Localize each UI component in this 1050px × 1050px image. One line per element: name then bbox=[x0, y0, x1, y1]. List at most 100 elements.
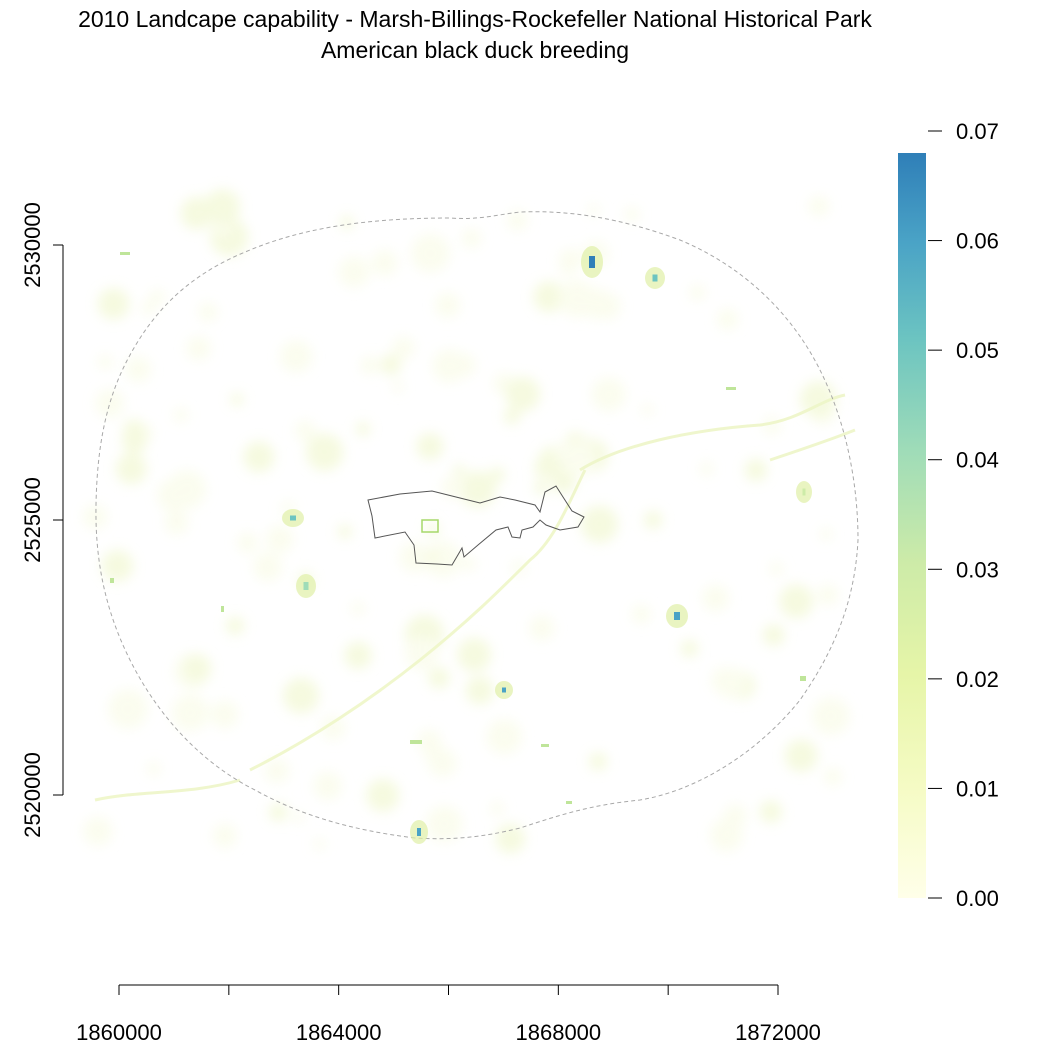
raster-blotch bbox=[779, 584, 814, 619]
raster-blotch bbox=[486, 718, 523, 755]
raster-blotch bbox=[812, 697, 851, 736]
legend-tick-label: 0.04 bbox=[956, 448, 999, 473]
y-tick-label: 2525000 bbox=[20, 477, 45, 563]
legend-tick-label: 0.00 bbox=[956, 886, 999, 911]
raster-blotch bbox=[180, 196, 214, 230]
legend-tick-label: 0.01 bbox=[956, 776, 999, 801]
raster-blotch bbox=[173, 407, 189, 423]
raster-blotch bbox=[141, 301, 157, 316]
raster-blotch bbox=[237, 532, 258, 554]
raster-blotch bbox=[380, 354, 402, 376]
raster-blotch bbox=[744, 458, 768, 482]
raster-blotch bbox=[424, 540, 462, 578]
raster-blotch bbox=[459, 470, 497, 508]
raster-blotch bbox=[558, 279, 596, 318]
raster-blotch bbox=[292, 811, 305, 824]
raster-blotch bbox=[410, 233, 451, 273]
hotspot-center bbox=[802, 488, 806, 496]
raster-blotch bbox=[350, 601, 366, 616]
raster-blotch bbox=[108, 689, 148, 729]
raster-blotch bbox=[338, 256, 370, 288]
raster-blotch bbox=[340, 215, 354, 230]
raster-blotch bbox=[198, 302, 218, 322]
hotspot-north-1 bbox=[589, 256, 595, 268]
legend: 0.00 0.01 0.02 0.03 0.04 0.05 0.06 0.07 bbox=[898, 119, 999, 911]
x-axis: 1860000 1864000 1868000 1872000 bbox=[76, 984, 821, 1045]
raster-blotch bbox=[355, 421, 371, 437]
hotspot-east-1 bbox=[674, 612, 680, 620]
capability-raster bbox=[82, 189, 851, 854]
raster-blotch bbox=[588, 752, 608, 771]
raster-blotch bbox=[157, 478, 191, 512]
legend-ticks: 0.00 0.01 0.02 0.03 0.04 0.05 0.06 0.07 bbox=[928, 119, 999, 911]
hotspot-south-1 bbox=[502, 687, 506, 693]
raster-blotch bbox=[182, 654, 212, 683]
raster-blotch bbox=[432, 348, 467, 383]
raster-blotch bbox=[823, 767, 842, 787]
legend-tick-label: 0.05 bbox=[956, 338, 999, 363]
x-tick-label: 1864000 bbox=[296, 1020, 382, 1045]
raster-blotch bbox=[230, 393, 244, 406]
raster-blotch bbox=[366, 778, 400, 812]
raster-blotch bbox=[465, 676, 495, 705]
raster-blotch bbox=[391, 380, 404, 393]
raster-blotch bbox=[392, 336, 415, 360]
raster-blotch bbox=[559, 261, 575, 276]
map-subtitle: American black duck breeding bbox=[320, 37, 630, 63]
y-axis: 2520000 2525000 2530000 bbox=[20, 202, 64, 838]
raster-blotch bbox=[689, 284, 706, 301]
raster-blotch bbox=[171, 694, 209, 732]
raster-blotch bbox=[507, 209, 529, 231]
raster-blotch bbox=[631, 604, 652, 624]
hotspot-north-2 bbox=[652, 274, 658, 282]
raster-blotch bbox=[769, 561, 784, 576]
raster-blotch bbox=[282, 677, 320, 714]
raster-blotch bbox=[533, 281, 565, 313]
raster-blotch bbox=[426, 550, 439, 563]
raster-blotch bbox=[503, 408, 521, 425]
park-pond bbox=[421, 519, 439, 533]
raster-blotch bbox=[461, 556, 477, 572]
raster-blotch bbox=[808, 195, 830, 217]
raster-blotch bbox=[164, 510, 189, 535]
raster-blotch bbox=[320, 715, 346, 741]
raster-blotch bbox=[461, 228, 482, 249]
raster-blotch bbox=[146, 761, 161, 777]
raster-blotch bbox=[306, 433, 344, 471]
raster-blotch bbox=[457, 637, 492, 672]
wetland-patch bbox=[726, 387, 736, 390]
raster-blotch bbox=[294, 420, 316, 442]
raster-blotch bbox=[210, 700, 239, 729]
map-title: 2010 Landcape capability - Marsh-Billing… bbox=[78, 6, 872, 32]
raster-blotch bbox=[453, 464, 466, 477]
raster-blotch bbox=[489, 467, 506, 483]
stream-network bbox=[94, 393, 856, 802]
raster-blotch bbox=[699, 461, 714, 476]
wetland-patch bbox=[800, 676, 806, 681]
raster-blotch bbox=[101, 549, 134, 582]
raster-blotch bbox=[551, 468, 577, 494]
raster-blotch bbox=[534, 480, 549, 495]
x-tick-label: 1868000 bbox=[516, 1020, 602, 1045]
raster-blotch bbox=[716, 308, 739, 330]
raster-blotch bbox=[817, 584, 839, 606]
x-tick-label: 1872000 bbox=[735, 1020, 821, 1045]
raster-blotch bbox=[591, 377, 626, 412]
raster-blotch bbox=[715, 667, 748, 699]
x-tick-label: 1860000 bbox=[76, 1020, 162, 1045]
wetland-patch bbox=[221, 606, 224, 612]
raster-blotch bbox=[399, 541, 430, 573]
raster-blotch bbox=[428, 667, 450, 689]
raster-blotch bbox=[186, 335, 211, 361]
raster-blotch bbox=[434, 292, 461, 318]
raster-blotch bbox=[279, 340, 313, 373]
wetland-patch bbox=[410, 740, 422, 744]
raster-blotch bbox=[82, 504, 108, 530]
raster-blotch bbox=[425, 805, 463, 843]
raster-blotch bbox=[490, 801, 505, 816]
raster-blotch bbox=[580, 505, 619, 543]
raster-blotch bbox=[83, 816, 113, 846]
raster-blotch bbox=[253, 552, 283, 582]
raster-blotch bbox=[505, 376, 541, 412]
raster-blotch bbox=[405, 636, 439, 671]
